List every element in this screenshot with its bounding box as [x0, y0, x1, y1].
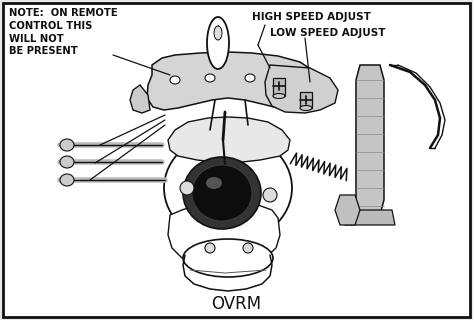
Polygon shape [130, 85, 150, 113]
Ellipse shape [206, 177, 222, 189]
Ellipse shape [207, 17, 229, 69]
Ellipse shape [180, 181, 194, 195]
Ellipse shape [183, 157, 261, 229]
Polygon shape [335, 195, 360, 225]
Text: OVRM: OVRM [211, 295, 262, 313]
Polygon shape [168, 202, 280, 267]
Text: LOW SPEED ADJUST: LOW SPEED ADJUST [270, 28, 385, 38]
Ellipse shape [214, 26, 222, 40]
Ellipse shape [263, 188, 277, 202]
Ellipse shape [164, 133, 292, 243]
Ellipse shape [170, 76, 180, 84]
Polygon shape [147, 52, 320, 110]
Ellipse shape [60, 174, 74, 186]
Text: HIGH SPEED ADJUST: HIGH SPEED ADJUST [252, 12, 371, 22]
Ellipse shape [60, 156, 74, 168]
Ellipse shape [300, 106, 312, 110]
Ellipse shape [245, 74, 255, 82]
Ellipse shape [273, 93, 285, 99]
Ellipse shape [60, 139, 74, 151]
Ellipse shape [205, 74, 215, 82]
Polygon shape [345, 210, 395, 225]
Bar [273, 78, 285, 96]
Polygon shape [356, 65, 384, 215]
Text: NOTE:  ON REMOTE
CONTROL THIS
WILL NOT
BE PRESENT: NOTE: ON REMOTE CONTROL THIS WILL NOT BE… [9, 8, 118, 56]
Ellipse shape [205, 243, 215, 253]
Bar [300, 92, 312, 108]
Polygon shape [168, 117, 290, 162]
Ellipse shape [243, 243, 253, 253]
Polygon shape [265, 65, 338, 113]
Ellipse shape [183, 239, 273, 277]
Ellipse shape [192, 165, 252, 221]
